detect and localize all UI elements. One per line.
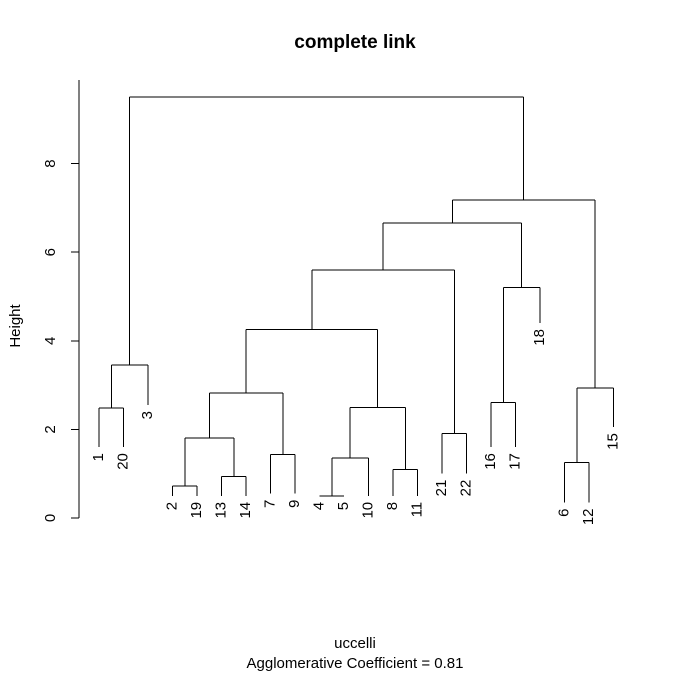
leaf-label-18: 18 [531,329,548,346]
leaf-label-7: 7 [261,500,278,508]
leaf-label-15: 15 [604,433,621,450]
agglomerative-coefficient: Agglomerative Coefficient = 0.81 [247,655,464,672]
leaf-labels: 1 20 3 2 19 13 14 7 9 4 5 10 8 11 21 22 16 17 18 6 12 15 [90,329,622,525]
x-axis-label: uccelli [334,635,376,652]
leaf-label-16: 16 [482,453,499,470]
y-axis-label: Height [7,303,24,347]
chart-title: complete link [294,32,416,53]
y-tick-label: 2 [42,425,59,433]
leaf-label-21: 21 [433,480,450,497]
leaf-label-9: 9 [286,500,303,508]
leaf-label-14: 14 [237,502,254,519]
leaf-label-22: 22 [457,480,474,497]
leaf-label-2: 2 [163,502,180,510]
y-tick-label: 4 [42,337,59,345]
leaf-label-10: 10 [359,502,376,519]
dendrogram-branches [98,96,614,503]
leaf-label-8: 8 [384,502,401,510]
y-tick-label: 8 [42,159,59,167]
leaf-label-17: 17 [506,453,523,470]
leaf-label-13: 13 [212,502,229,519]
leaf-label-11: 11 [408,502,425,518]
leaf-label-4: 4 [310,502,327,510]
leaf-label-19: 19 [188,502,205,519]
leaf-label-6: 6 [555,508,572,516]
leaf-label-3: 3 [139,411,156,419]
leaf-label-5: 5 [335,502,352,510]
y-tick-label: 6 [42,248,59,256]
y-tick-label: 0 [42,514,59,522]
leaf-label-1: 1 [90,453,107,461]
leaf-label-20: 20 [114,453,131,470]
leaf-label-12: 12 [580,508,597,525]
y-axis: 0 2 4 6 8 [42,80,80,522]
